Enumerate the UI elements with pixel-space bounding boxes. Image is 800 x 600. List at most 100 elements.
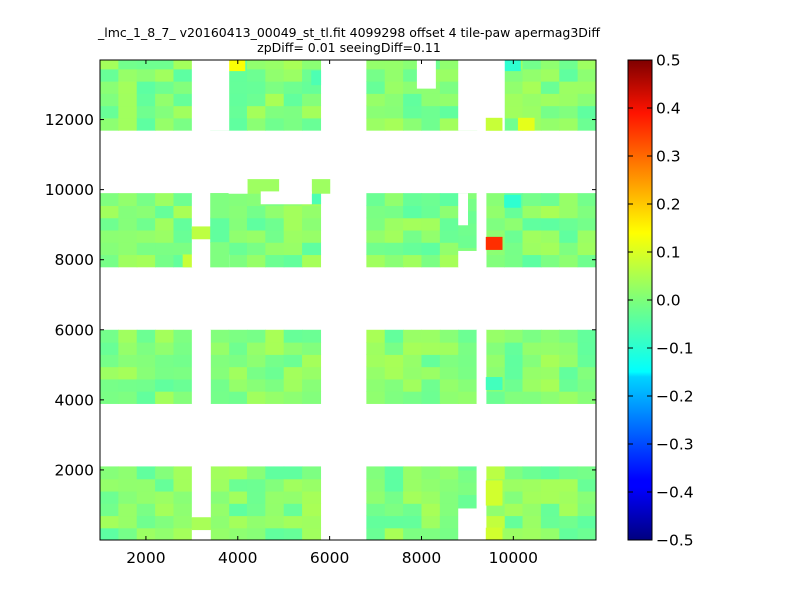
heatmap-cell (246, 366, 266, 380)
heatmap-cell (485, 466, 505, 480)
heatmap-cell (118, 378, 138, 392)
colorbar-tick-label: 0.2 (656, 196, 681, 214)
heatmap-cell (246, 354, 266, 368)
heatmap-cell (421, 342, 441, 355)
heatmap-cell (173, 242, 193, 256)
heatmap-cell (366, 527, 386, 540)
heatmap-cell (302, 354, 322, 368)
heatmap-cell (228, 205, 248, 219)
heatmap-cell (100, 329, 119, 343)
heatmap-cell (522, 515, 542, 529)
heatmap-cell (366, 229, 386, 243)
heatmap-cell (504, 105, 524, 119)
heatmap-cell (421, 93, 441, 107)
heatmap-cell (559, 329, 579, 343)
heatmap-cell (577, 378, 596, 392)
heatmap-cell (517, 117, 535, 131)
heatmap-cell (421, 217, 441, 231)
heatmap-cell (246, 391, 266, 404)
heatmap-cell (228, 117, 248, 131)
heatmap-cell (403, 466, 423, 480)
heatmap-cell (559, 93, 579, 107)
heatmap-cell (421, 391, 441, 404)
heatmap-cell (302, 205, 322, 219)
heatmap-cell (384, 342, 404, 355)
heatmap-gap (458, 193, 469, 226)
heatmap-cell (210, 193, 230, 219)
heatmap-cell (559, 60, 579, 70)
heatmap-cell (522, 68, 542, 82)
heatmap-cell (100, 217, 119, 231)
heatmap-cell (100, 117, 119, 131)
heatmap-cell (246, 205, 266, 219)
heatmap-gap (191, 466, 211, 518)
heatmap-cell (136, 81, 156, 94)
heatmap-cell (504, 527, 524, 540)
heatmap-cell (485, 391, 505, 404)
heatmap-cell (302, 478, 322, 492)
heatmap-cell (173, 205, 193, 219)
heatmap-cell (246, 490, 266, 504)
heatmap-cell (265, 490, 285, 504)
colorbar-tick-label: −0.1 (656, 340, 694, 358)
heatmap-cell (366, 466, 386, 480)
heatmap-cell (421, 193, 441, 206)
heatmap-cell (136, 527, 156, 540)
heatmap-gap (458, 250, 487, 268)
heatmap-cell (100, 242, 119, 256)
heatmap-cell (302, 490, 322, 504)
heatmap-cell (504, 229, 524, 243)
heatmap-cell (384, 81, 404, 94)
heatmap-cell (403, 391, 423, 404)
heatmap-cell (265, 229, 285, 243)
heatmap-cell (155, 81, 175, 94)
heatmap-cell (210, 354, 230, 368)
heatmap-cell (311, 70, 322, 86)
heatmap-cell (283, 527, 303, 540)
heatmap-cell (439, 60, 459, 70)
heatmap-cell (118, 229, 138, 243)
heatmap-cell (302, 503, 322, 517)
heatmap-cell (155, 466, 175, 480)
heatmap-cell (439, 242, 459, 256)
heatmap-cell (485, 193, 505, 206)
heatmap-cell (366, 490, 386, 504)
y-tick-label: 4000 (55, 391, 94, 409)
heatmap-cell (136, 229, 156, 243)
heatmap-cell (384, 391, 404, 404)
heatmap-cell (522, 329, 542, 343)
heatmap-cell (173, 229, 193, 243)
heatmap-cell (155, 478, 175, 492)
heatmap-cell (540, 391, 560, 404)
heatmap-gap (476, 329, 487, 404)
heatmap-cell (302, 515, 322, 529)
heatmap-cell (366, 515, 386, 529)
heatmap-cell (403, 193, 423, 206)
heatmap-cell (173, 105, 193, 119)
heatmap-cell (439, 478, 459, 492)
heatmap-cell (118, 68, 138, 82)
heatmap-cell (559, 466, 579, 480)
heatmap-cell (228, 515, 248, 529)
heatmap-cell (210, 391, 230, 404)
heatmap-cell (577, 478, 596, 492)
heatmap-cell (559, 105, 579, 119)
heatmap-cell (485, 515, 505, 529)
heatmap-cell (366, 117, 386, 131)
heatmap-cell (458, 342, 478, 355)
heatmap-cell (504, 391, 524, 404)
heatmap-cell (384, 378, 404, 392)
chart-subtitle: zpDiff= 0.01 seeingDiff=0.11 (257, 40, 441, 55)
y-axis: 2000 4000 6000 8000 10000 12000 (45, 111, 596, 479)
heatmap-cell (246, 515, 266, 529)
heatmap-cell (246, 478, 266, 492)
heatmap-cell (246, 342, 266, 355)
heatmap-gap (191, 329, 211, 404)
heatmap-cell (155, 254, 175, 268)
heatmap-cell (283, 217, 303, 231)
heatmap-cell (283, 254, 303, 268)
heatmap-cell (228, 354, 248, 368)
colorbar-tick-label: −0.2 (656, 388, 694, 406)
heatmap-cell (522, 193, 542, 206)
heatmap-cell (504, 205, 524, 219)
